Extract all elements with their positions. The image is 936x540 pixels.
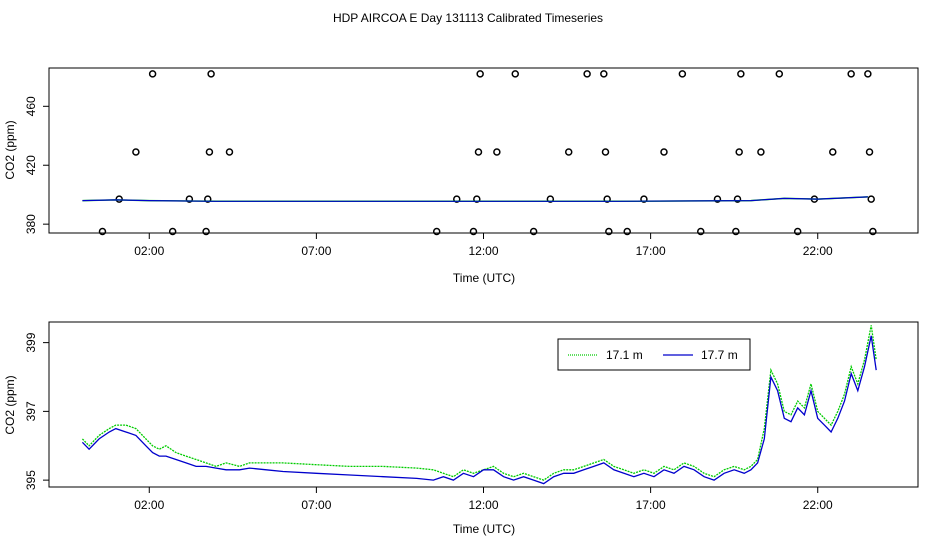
calibration-point [737, 70, 745, 78]
calibration-point [793, 227, 802, 236]
x-axis-bottom: 02:00 07:00 12:00 17:00 22:00 [134, 487, 833, 512]
calibration-point [469, 227, 478, 236]
calibration-point [453, 195, 461, 203]
calibration-point [697, 227, 705, 236]
x-axis-label-bottom: Time (UTC) [453, 522, 515, 536]
calibration-point [204, 195, 212, 203]
x-tick-label: 17:00 [636, 498, 666, 512]
calibration-point [225, 148, 234, 156]
plot-frame-top [48, 67, 919, 234]
y-tick-label: 395 [24, 470, 38, 490]
calibration-point [185, 195, 194, 203]
calibration-point [867, 195, 875, 203]
calibration-point [115, 195, 123, 203]
calibration-point [864, 70, 872, 78]
plot-frame-bottom [48, 321, 919, 488]
calibration-point [640, 195, 648, 203]
calibration-point [207, 70, 215, 78]
calibration-point [205, 148, 214, 156]
calibration-point [493, 148, 501, 156]
calibration-point [474, 148, 483, 156]
calibration-point [660, 148, 668, 156]
calibration-points [98, 70, 877, 236]
calibration-point [564, 148, 573, 156]
panel-bottom: 02:00 07:00 12:00 17:00 22:00 395 397 399 Time… [3, 321, 919, 536]
calibration-point [713, 195, 722, 203]
calibration-point [605, 227, 613, 236]
calibration-point [623, 227, 631, 236]
legend-label-177: 17.7 m [701, 348, 738, 362]
calibration-point [583, 70, 591, 78]
series-line-171 [81, 325, 877, 481]
y-tick-label: 460 [24, 96, 38, 116]
calibration-point [847, 70, 855, 78]
x-tick-label: 17:00 [636, 244, 666, 258]
calibration-point [757, 148, 765, 156]
y-axis-label-bottom: CO2 (ppm) [3, 375, 17, 434]
calibration-point [829, 148, 837, 156]
calibration-point [733, 195, 742, 203]
calibration-point [865, 148, 874, 156]
series-line-177 [82, 196, 868, 202]
figure-title: HDP AIRCOA E Day 131113 Calibrated Times… [333, 11, 603, 25]
y-axis-top: 380 420 460 [24, 96, 49, 234]
x-tick-label: 02:00 [134, 498, 164, 512]
calibration-point [735, 148, 743, 156]
calibration-point [529, 227, 538, 236]
calibration-point [432, 227, 441, 236]
legend: 17.1 m 17.7 m [557, 338, 751, 371]
calibration-point [601, 148, 610, 156]
y-axis-label-top: CO2 (ppm) [3, 120, 17, 179]
calibration-point [775, 70, 784, 78]
calibration-point [98, 227, 107, 236]
y-tick-label: 420 [24, 155, 38, 175]
calibration-point [678, 70, 687, 78]
x-tick-label: 07:00 [301, 244, 331, 258]
panel-top: 02:00 07:00 12:00 17:00 22:00 380 420 460 Time… [3, 67, 919, 285]
series-line-177 [81, 335, 877, 485]
x-axis-top: 02:00 07:00 12:00 17:00 22:00 [134, 233, 833, 258]
calibration-point [132, 148, 140, 156]
series-lines-bottom [81, 325, 877, 485]
calibration-point [476, 70, 484, 78]
calibration-point [546, 195, 555, 203]
calibration-point [148, 70, 157, 78]
legend-label-171: 17.1 m [606, 348, 643, 362]
x-tick-label: 02:00 [134, 244, 164, 258]
x-tick-label: 22:00 [803, 244, 833, 258]
calibration-point [732, 227, 740, 236]
y-tick-label: 399 [24, 332, 38, 352]
calibration-point [511, 70, 520, 78]
calibration-point [603, 195, 611, 203]
y-tick-label: 380 [24, 214, 38, 234]
x-axis-label-top: Time (UTC) [453, 271, 515, 285]
calibration-point [473, 195, 481, 203]
x-tick-label: 22:00 [803, 498, 833, 512]
x-tick-label: 07:00 [301, 498, 331, 512]
y-tick-label: 397 [24, 401, 38, 421]
calibration-point [202, 227, 210, 236]
x-tick-label: 12:00 [468, 244, 498, 258]
calibration-point [168, 227, 177, 236]
calibration-point [600, 70, 608, 78]
y-axis-bottom: 395 397 399 [24, 332, 49, 490]
x-tick-label: 12:00 [468, 498, 498, 512]
calibration-point [869, 227, 877, 236]
series-lines-top [82, 196, 868, 203]
